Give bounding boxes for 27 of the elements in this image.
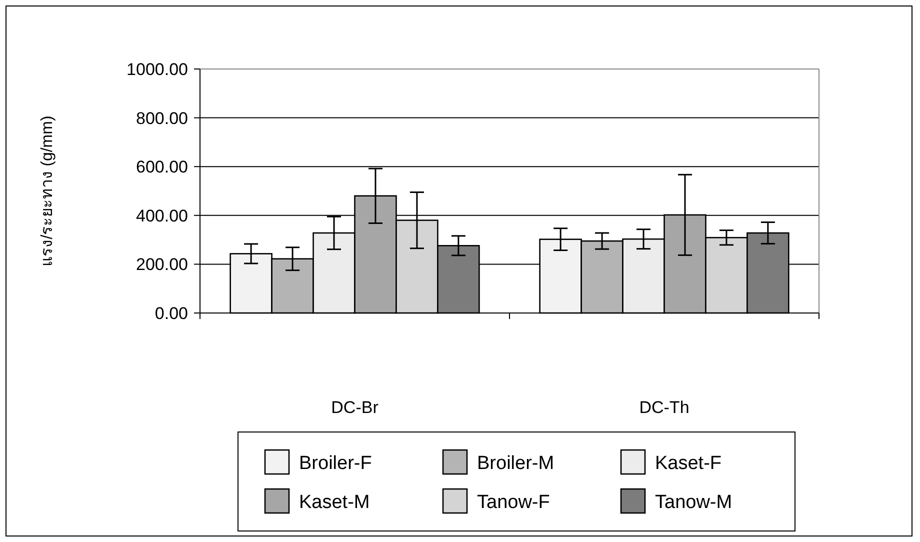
legend-label: Broiler-M	[477, 453, 554, 474]
bar	[437, 245, 480, 314]
bar	[705, 236, 748, 314]
y-tick-label: 800.00	[136, 108, 188, 128]
x-tick-label: DC-Th	[639, 398, 690, 417]
legend-label: Tanow-F	[477, 492, 550, 513]
bar	[622, 238, 665, 314]
bar	[271, 258, 314, 314]
y-axis-title: แรง/ระยะทาง (g/mm)	[39, 116, 56, 266]
y-tick-label: 600.00	[136, 158, 188, 177]
x-tick-label: DC-Br	[331, 398, 379, 417]
bar	[354, 195, 397, 314]
legend-label: Broiler-F	[299, 453, 372, 474]
y-tick-label: 200.00	[136, 255, 188, 274]
bar	[539, 238, 582, 314]
bar	[664, 214, 706, 314]
bar	[230, 253, 272, 314]
bar	[580, 240, 624, 314]
bar	[312, 232, 356, 314]
legend-label: Kaset-F	[655, 453, 722, 474]
y-tick-label: 1000.00	[126, 60, 188, 79]
bar	[746, 232, 790, 314]
legend-label: Tanow-M	[655, 492, 732, 513]
y-tick-label: 0.00	[154, 304, 188, 323]
y-tick-label: 400.00	[136, 206, 188, 226]
bar	[396, 220, 438, 314]
legend-label: Kaset-M	[299, 492, 370, 513]
